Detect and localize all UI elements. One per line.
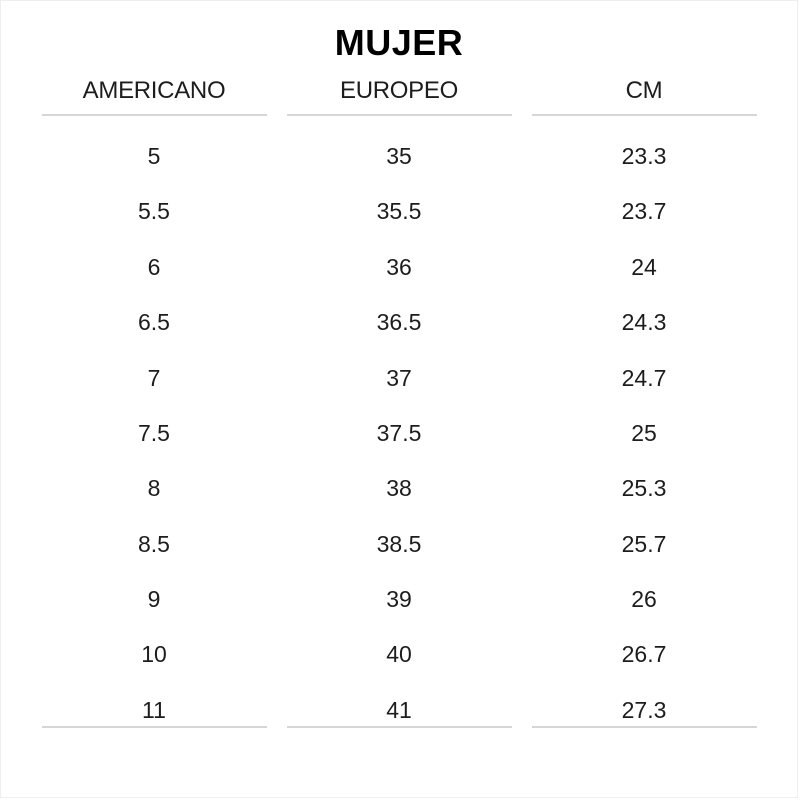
table-row: 6 36 24 — [42, 239, 757, 294]
size-cell-cm: 27.3 — [531, 682, 757, 728]
size-cell-cm: 25.7 — [621, 530, 667, 557]
size-cell-europeo: 37.5 — [376, 419, 422, 446]
size-cell-cm: 23.7 — [621, 198, 667, 225]
size-cell-cm: 24.7 — [621, 364, 667, 391]
column-header-europeo: EUROPEO — [286, 77, 512, 116]
table-row: 11 41 27.3 — [41, 682, 757, 728]
size-cell-europeo: 38 — [386, 475, 412, 502]
size-cell-cm: 24 — [631, 253, 657, 280]
size-cell-americano: 11 — [41, 682, 267, 728]
size-table-head: AMERICANO EUROPEO CM — [41, 77, 757, 116]
size-cell-europeo: 37 — [386, 364, 412, 391]
size-conversion-table: AMERICANO EUROPEO CM 5 35 23.3 5.5 35.5 23.7 6 36… — [22, 77, 777, 728]
size-table-body: 5 35 23.3 5.5 35.5 23.7 6 36 24 6.5 36.5 24.3 7 37 24.… — [41, 116, 757, 728]
table-row: 6.5 36.5 24.3 — [42, 294, 757, 349]
size-cell-americano: 9 — [147, 586, 161, 612]
size-cell-europeo: 36 — [386, 253, 412, 280]
size-cell-europeo: 35 — [386, 143, 412, 169]
size-cell-americano: 8.5 — [138, 530, 170, 557]
size-cell-cm: 25 — [631, 419, 657, 446]
size-cell-cm: 26 — [631, 586, 657, 612]
size-cell-americano: 8 — [147, 475, 161, 502]
size-cell-europeo: 38.5 — [376, 530, 422, 557]
column-header-cm: CM — [531, 77, 757, 116]
size-cell-americano: 10 — [141, 641, 167, 668]
table-row: 10 40 26.7 — [42, 627, 757, 682]
size-cell-cm: 25.3 — [621, 475, 667, 502]
size-cell-cm: 26.7 — [621, 641, 667, 668]
page-title: MUJER — [334, 22, 464, 63]
size-cell-cm: 24.3 — [621, 309, 667, 336]
size-cell-americano: 5 — [147, 143, 161, 169]
size-cell-europeo: 35.5 — [376, 198, 422, 225]
size-cell-europeo: 39 — [386, 586, 412, 612]
table-row: 5 35 23.3 — [42, 116, 757, 184]
size-cell-americano: 5.5 — [138, 198, 170, 225]
size-table-head-row: AMERICANO EUROPEO CM — [41, 77, 757, 116]
table-row: 5.5 35.5 23.7 — [42, 184, 757, 239]
size-cell-europeo: 36.5 — [376, 309, 422, 336]
size-cell-americano: 7 — [147, 364, 161, 391]
size-cell-americano: 6 — [147, 253, 161, 280]
size-cell-cm: 23.3 — [621, 143, 667, 169]
size-cell-americano: 6.5 — [138, 309, 170, 336]
table-row: 8.5 38.5 25.7 — [42, 516, 757, 571]
table-row: 8 38 25.3 — [42, 461, 757, 516]
size-cell-europeo: 40 — [386, 641, 412, 668]
table-row: 7.5 37.5 25 — [42, 405, 757, 460]
column-header-americano: AMERICANO — [41, 77, 267, 116]
table-row: 7 37 24.7 — [42, 350, 757, 405]
size-cell-americano: 7.5 — [138, 419, 170, 446]
table-row: 9 39 26 — [42, 571, 757, 626]
size-cell-europeo: 41 — [286, 682, 512, 728]
